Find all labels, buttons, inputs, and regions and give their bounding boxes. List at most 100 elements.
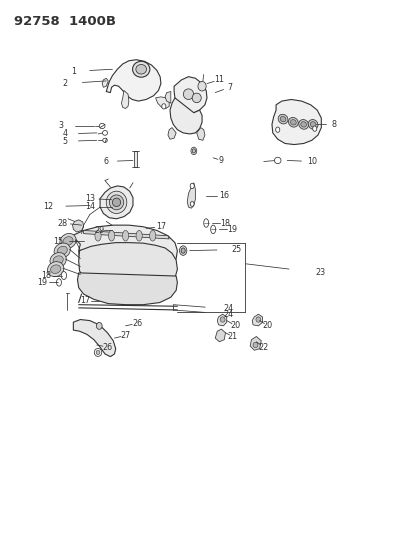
Polygon shape: [165, 92, 171, 103]
Ellipse shape: [203, 219, 208, 227]
Text: 18: 18: [220, 219, 230, 228]
Ellipse shape: [99, 123, 105, 128]
Ellipse shape: [107, 227, 111, 231]
Text: 12: 12: [43, 202, 54, 211]
Text: 24: 24: [223, 310, 233, 319]
Ellipse shape: [108, 230, 114, 241]
Ellipse shape: [197, 82, 206, 91]
Ellipse shape: [112, 198, 120, 207]
Polygon shape: [106, 60, 161, 101]
Text: 20: 20: [230, 321, 240, 330]
Text: 9: 9: [218, 156, 223, 165]
Polygon shape: [100, 186, 133, 219]
Text: 2: 2: [62, 79, 68, 88]
Text: 20: 20: [262, 321, 272, 330]
Polygon shape: [133, 151, 137, 167]
Ellipse shape: [132, 61, 150, 77]
Text: 19: 19: [227, 225, 237, 234]
Text: 10: 10: [306, 157, 316, 166]
Text: 13: 13: [85, 194, 95, 203]
Ellipse shape: [122, 230, 128, 241]
Ellipse shape: [274, 157, 280, 164]
Polygon shape: [252, 314, 262, 326]
Polygon shape: [78, 243, 177, 294]
Ellipse shape: [60, 233, 76, 248]
Text: 17: 17: [156, 222, 166, 231]
Ellipse shape: [102, 138, 107, 142]
Polygon shape: [174, 77, 206, 113]
Ellipse shape: [56, 279, 61, 286]
Ellipse shape: [161, 104, 166, 109]
Text: 8: 8: [330, 120, 335, 129]
Polygon shape: [249, 336, 261, 350]
Polygon shape: [102, 78, 108, 87]
Ellipse shape: [47, 262, 64, 277]
Ellipse shape: [183, 89, 193, 100]
Ellipse shape: [50, 253, 66, 268]
Text: 26: 26: [102, 343, 112, 352]
Ellipse shape: [149, 230, 155, 241]
Text: 6: 6: [104, 157, 109, 166]
Text: 21: 21: [227, 332, 237, 341]
Polygon shape: [72, 220, 83, 232]
Ellipse shape: [180, 248, 185, 253]
Polygon shape: [170, 98, 202, 134]
Text: 1: 1: [71, 67, 76, 76]
Text: 15: 15: [53, 237, 63, 246]
Text: 22: 22: [258, 343, 268, 352]
Text: 26: 26: [132, 319, 142, 328]
Ellipse shape: [102, 131, 107, 135]
Polygon shape: [72, 225, 177, 278]
Ellipse shape: [290, 119, 295, 125]
Ellipse shape: [298, 119, 308, 129]
Ellipse shape: [300, 122, 306, 127]
Ellipse shape: [192, 149, 195, 153]
Polygon shape: [83, 230, 169, 239]
Ellipse shape: [190, 147, 196, 155]
Ellipse shape: [220, 317, 225, 322]
Text: 16: 16: [219, 191, 229, 200]
Ellipse shape: [307, 119, 317, 129]
Ellipse shape: [136, 230, 142, 241]
Text: 4: 4: [62, 130, 67, 139]
Ellipse shape: [278, 114, 287, 124]
Polygon shape: [155, 97, 169, 109]
Text: 5: 5: [62, 137, 68, 146]
Polygon shape: [187, 183, 195, 208]
Polygon shape: [196, 127, 204, 140]
Text: 24: 24: [223, 304, 233, 313]
Ellipse shape: [192, 93, 201, 103]
Polygon shape: [168, 127, 176, 139]
Ellipse shape: [53, 256, 63, 264]
Text: 23: 23: [314, 268, 324, 277]
Ellipse shape: [96, 322, 102, 329]
Polygon shape: [217, 314, 226, 326]
Ellipse shape: [210, 225, 215, 233]
Polygon shape: [73, 319, 115, 357]
Ellipse shape: [54, 243, 70, 258]
Text: 28: 28: [57, 219, 67, 228]
Ellipse shape: [106, 191, 126, 214]
Ellipse shape: [63, 237, 73, 245]
Ellipse shape: [96, 350, 100, 354]
Text: 11: 11: [214, 75, 224, 84]
Text: 14: 14: [85, 202, 95, 211]
Text: 18: 18: [41, 271, 51, 280]
Text: 29: 29: [94, 226, 104, 235]
Ellipse shape: [122, 232, 128, 240]
Polygon shape: [121, 91, 128, 109]
Ellipse shape: [255, 317, 260, 322]
Text: 7: 7: [226, 83, 232, 92]
Text: 25: 25: [231, 245, 241, 254]
Ellipse shape: [312, 126, 316, 131]
Ellipse shape: [288, 117, 297, 127]
Ellipse shape: [105, 225, 113, 233]
Text: 92758  1400B: 92758 1400B: [14, 14, 116, 28]
Ellipse shape: [190, 201, 194, 206]
Polygon shape: [77, 273, 177, 305]
Text: 27: 27: [120, 331, 131, 340]
Text: 17: 17: [81, 296, 90, 305]
Ellipse shape: [190, 183, 194, 189]
Ellipse shape: [179, 246, 186, 255]
Ellipse shape: [50, 265, 61, 273]
